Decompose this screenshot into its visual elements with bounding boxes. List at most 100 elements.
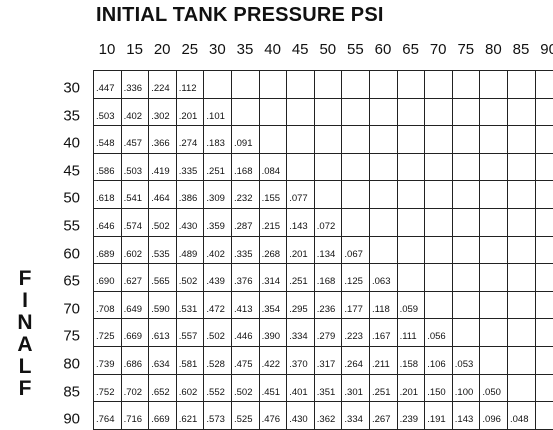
- row-header-30: 30: [63, 79, 80, 97]
- table-cell: .502: [178, 276, 198, 288]
- table-cell: .548: [96, 138, 115, 150]
- table-cell: .335: [234, 248, 253, 260]
- table-cell: .590: [151, 303, 170, 315]
- grid-hline: [93, 125, 553, 127]
- table-cell: .618: [96, 193, 115, 205]
- table-cell: .111: [399, 331, 417, 343]
- table-cell: .091: [234, 138, 253, 150]
- table-cell: .439: [206, 276, 225, 288]
- table-cell: .752: [96, 386, 115, 398]
- table-cell: .390: [261, 331, 281, 343]
- table-cell: .295: [289, 303, 308, 315]
- table-cell: .279: [316, 331, 336, 343]
- grid-vline: [341, 70, 343, 430]
- column-header-40: 40: [264, 41, 281, 58]
- table-cell: .201: [399, 386, 419, 398]
- table-cell: .413: [234, 303, 253, 315]
- table-cell: .118: [372, 303, 390, 315]
- table-cell: .183: [206, 138, 225, 150]
- grid-vline: [424, 70, 426, 430]
- column-header-30: 30: [209, 41, 226, 58]
- table-cell: .177: [344, 303, 363, 315]
- row-header-50: 50: [63, 189, 80, 207]
- row-header-45: 45: [63, 162, 80, 180]
- table-cell: .336: [123, 83, 143, 94]
- column-header-60: 60: [374, 41, 392, 58]
- table-cell: .048: [510, 414, 529, 426]
- table-cell: .386: [178, 193, 198, 205]
- table-cell: .739: [96, 359, 115, 370]
- column-header-85: 85: [512, 41, 530, 58]
- table-cell: .489: [178, 248, 198, 260]
- table-cell: .376: [234, 276, 253, 288]
- vertical-label-letter: N: [17, 311, 33, 334]
- grid-vline: [451, 70, 453, 430]
- table-cell: .541: [123, 193, 143, 205]
- table-cell: .602: [123, 248, 143, 260]
- table-cell: .201: [178, 110, 198, 122]
- table-cell: .531: [178, 303, 198, 315]
- table-cell: .056: [427, 331, 446, 343]
- table-cell: .447: [96, 83, 115, 94]
- table-cell: .232: [234, 193, 253, 205]
- table-cell: .155: [261, 193, 281, 205]
- column-header-90: 90: [540, 41, 553, 58]
- vertical-label-letter: F: [18, 267, 32, 290]
- grid-hline: [93, 263, 553, 265]
- table-cell: .475: [234, 359, 253, 370]
- table-cell: .224: [151, 83, 170, 94]
- table-cell: .084: [261, 165, 281, 177]
- grid-hline: [93, 373, 553, 375]
- grid-vline: [175, 70, 177, 430]
- table-cell: .351: [316, 386, 336, 398]
- table-cell: .268: [261, 248, 281, 260]
- table-cell: .366: [151, 138, 170, 150]
- table-cell: .764: [96, 414, 115, 426]
- column-header-15: 15: [126, 41, 143, 58]
- grid-vline: [507, 70, 508, 430]
- table-cell: .535: [151, 248, 170, 260]
- grid-vline: [534, 70, 536, 430]
- table-cell: .669: [123, 331, 143, 343]
- row-header-75: 75: [63, 327, 80, 345]
- grid-vline: [203, 70, 205, 430]
- table-cell: .251: [372, 386, 391, 398]
- table-cell: .143: [454, 414, 474, 426]
- table-cell: .716: [123, 414, 143, 426]
- table-cell: .402: [206, 248, 225, 260]
- table-cell: .239: [399, 414, 419, 426]
- table-cell: .267: [372, 414, 391, 426]
- table-cell: .574: [123, 221, 143, 232]
- column-header-55: 55: [347, 41, 364, 58]
- row-header-70: 70: [63, 300, 80, 318]
- table-cell: .211: [372, 359, 390, 370]
- table-cell: .251: [206, 165, 225, 177]
- table-cell: .112: [178, 83, 197, 94]
- table-cell: .686: [123, 359, 143, 370]
- column-headers: 10 15 20 25 30 35 40 45 50 55 60 65 70 75 80 85 90: [0, 41, 553, 61]
- table-cell: .354: [261, 303, 281, 315]
- row-header-85: 85: [63, 383, 80, 401]
- grid-vline: [120, 70, 122, 430]
- grid-hline: [93, 70, 553, 71]
- table-cell: .502: [151, 221, 170, 232]
- vertical-label-letter: I: [22, 289, 28, 312]
- table-cell: .503: [96, 110, 115, 122]
- table-cell: .334: [289, 331, 308, 343]
- table-cell: .359: [206, 221, 225, 232]
- table-cell: .059: [399, 303, 419, 315]
- table-cell: .525: [234, 414, 253, 426]
- table-cell: .502: [206, 331, 225, 343]
- table-cell: .168: [316, 276, 336, 288]
- table-cell: .158: [399, 359, 419, 370]
- grid-vline: [396, 70, 398, 430]
- table-cell: .096: [482, 414, 501, 426]
- table-cell: .191: [427, 414, 446, 426]
- table-cell: .362: [316, 414, 336, 426]
- table-cell: .457: [123, 138, 143, 150]
- column-header-45: 45: [291, 41, 309, 58]
- table-cell: .335: [178, 165, 198, 177]
- grid-hline: [93, 346, 553, 347]
- table-cell: .646: [96, 221, 115, 232]
